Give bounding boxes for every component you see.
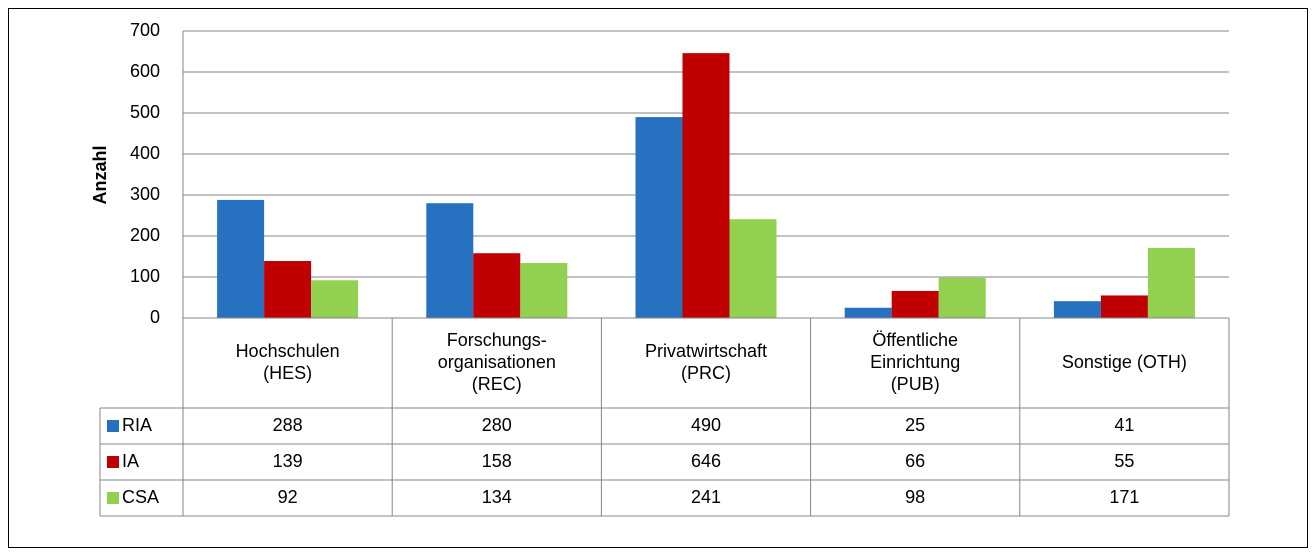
category-label: Forschungs- — [447, 330, 547, 350]
table-value: 139 — [273, 451, 303, 471]
table-value: 490 — [691, 415, 721, 435]
table-value: 288 — [273, 415, 303, 435]
table-value: 66 — [905, 451, 925, 471]
y-tick-label: 100 — [130, 266, 160, 286]
table-value: 55 — [1114, 451, 1134, 471]
table-value: 98 — [905, 487, 925, 507]
legend-label: RIA — [122, 415, 152, 435]
table-value: 241 — [691, 487, 721, 507]
y-tick-label: 0 — [150, 307, 160, 327]
y-axis-label: Anzahl — [90, 145, 110, 204]
bar — [311, 280, 359, 318]
bar — [1147, 247, 1195, 318]
y-tick-label: 600 — [130, 61, 160, 81]
bar — [891, 290, 939, 318]
y-tick-label: 200 — [130, 225, 160, 245]
table-value: 280 — [482, 415, 512, 435]
bar — [938, 277, 986, 318]
table-value: 134 — [482, 487, 512, 507]
table-value: 158 — [482, 451, 512, 471]
category-label: Privatwirtschaft — [645, 341, 767, 361]
y-tick-label: 300 — [130, 184, 160, 204]
legend-key — [107, 420, 119, 432]
category-label: Öffentliche — [872, 330, 958, 350]
bar — [844, 307, 892, 318]
bar — [635, 117, 683, 318]
bar — [217, 199, 265, 318]
bar — [729, 219, 777, 318]
bar — [1053, 301, 1101, 318]
table-value: 92 — [278, 487, 298, 507]
legend-label: IA — [122, 451, 139, 471]
table-value: 25 — [905, 415, 925, 435]
category-label: (PUB) — [891, 374, 940, 394]
category-label: organisationen — [438, 352, 556, 372]
legend-key — [107, 456, 119, 468]
bar — [426, 203, 474, 318]
category-label: (HES) — [263, 363, 312, 383]
bar — [1100, 295, 1148, 318]
bar — [264, 261, 312, 318]
y-tick-label: 700 — [130, 20, 160, 40]
y-tick-label: 500 — [130, 102, 160, 122]
category-label: Einrichtung — [870, 352, 960, 372]
category-label: Hochschulen — [236, 341, 340, 361]
category-label: Sonstige (OTH) — [1062, 352, 1187, 372]
table-value: 41 — [1114, 415, 1134, 435]
legend-label: CSA — [122, 487, 159, 507]
bar — [682, 53, 730, 318]
category-label: (REC) — [472, 374, 522, 394]
legend-key — [107, 492, 119, 504]
bar — [473, 253, 521, 318]
y-tick-label: 400 — [130, 143, 160, 163]
bar — [520, 263, 568, 318]
table-value: 646 — [691, 451, 721, 471]
table-value: 171 — [1109, 487, 1139, 507]
category-label: (PRC) — [681, 363, 731, 383]
